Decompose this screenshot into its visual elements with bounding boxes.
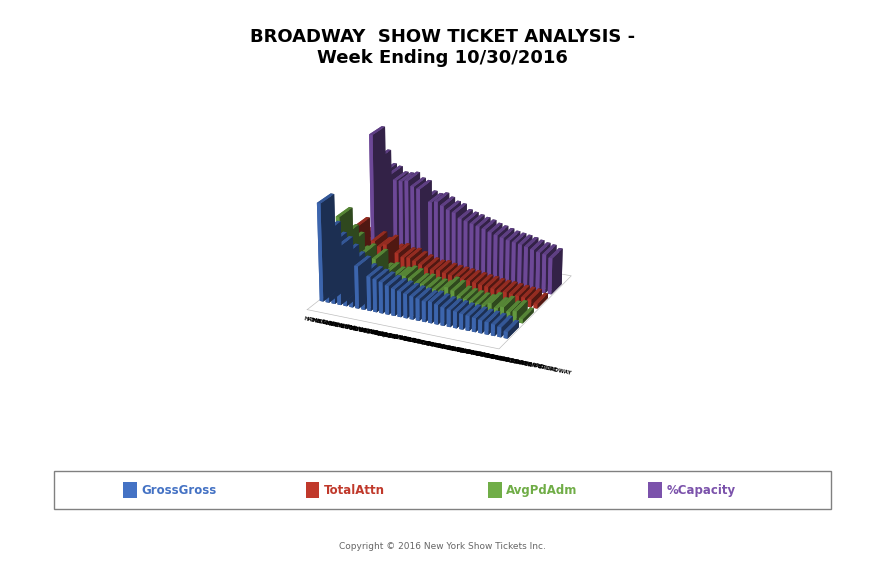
Bar (489, 482, 502, 498)
Text: Copyright © 2016 New York Show Tickets Inc.: Copyright © 2016 New York Show Tickets I… (339, 542, 546, 551)
Text: BROADWAY  SHOW TICKET ANALYSIS -
Week Ending 10/30/2016: BROADWAY SHOW TICKET ANALYSIS - Week End… (250, 28, 635, 67)
Text: AvgPdAdm: AvgPdAdm (506, 484, 578, 497)
FancyBboxPatch shape (54, 471, 831, 509)
Text: TotalAttn: TotalAttn (324, 484, 385, 497)
Text: %Capacity: %Capacity (666, 484, 735, 497)
Bar (123, 482, 136, 498)
Text: GrossGross: GrossGross (141, 484, 216, 497)
Bar (305, 482, 319, 498)
Bar (648, 482, 662, 498)
